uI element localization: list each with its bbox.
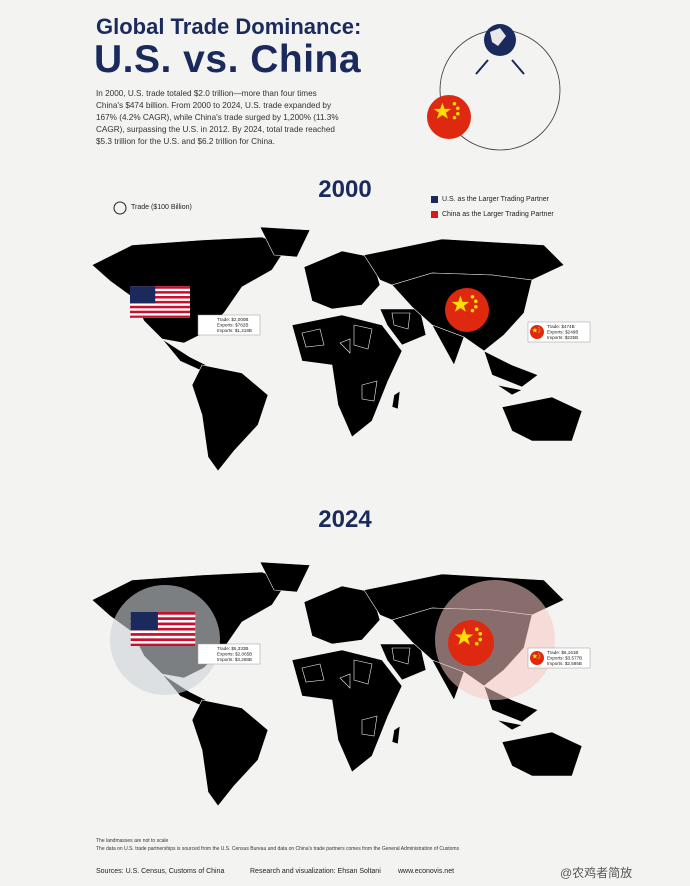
china-bubble [435, 580, 555, 700]
note: The data on U.S. trade partnerships is s… [96, 846, 460, 852]
info-line: Trade: $2,000B [217, 317, 249, 322]
title: Global Trade Dominance: [96, 14, 362, 39]
info-line: Exports: $249B [547, 329, 578, 334]
info-line: Imports: $2,585B [547, 661, 582, 666]
flag-icon [530, 325, 544, 339]
year: 2000 [318, 176, 372, 203]
info-line: Trade: $474B [547, 324, 575, 329]
info-line: Imports: $3,268B [217, 657, 252, 662]
footer-credit: Research and visualization: Ehsan Soltan… [250, 868, 381, 875]
legend-label: U.S. as the Larger Trading Partner [442, 196, 549, 203]
intro: In 2000, U.S. trade totaled $2.0 trillio… [96, 89, 339, 146]
map-2000 [91, 226, 583, 472]
footer-site: www.econovis.net [398, 868, 455, 875]
info-box-bg [527, 647, 591, 669]
info-line: Exports: $3,577B [547, 655, 582, 660]
trade-diagram [427, 24, 571, 151]
legend-label: Trade ($100 Billion) [131, 204, 192, 211]
watermark: @农鸡者简放 [560, 866, 633, 880]
legend-swatch [431, 211, 438, 218]
info-box-bg [197, 643, 261, 665]
info-line: Exports: $2,065B [217, 651, 252, 656]
info-box-bg [197, 314, 261, 336]
info-line: Imports: $1,218B [217, 328, 252, 333]
title: U.S. vs. China [94, 38, 362, 81]
info-line: Imports: $225B [547, 335, 578, 340]
footer-sources: Sources: U.S. Census, Customs of China [96, 868, 225, 875]
bubble-legend [113, 201, 127, 215]
info-line: Exports: $782B [217, 322, 248, 327]
legend-swatch [431, 196, 438, 203]
legend-label: China as the Larger Trading Partner [442, 211, 554, 218]
info-line: Trade: $5,333B [217, 646, 249, 651]
note: The landmasses are not to scale [96, 838, 169, 844]
info-box-bg [527, 321, 591, 343]
info-line: Trade: $6,161B [547, 650, 579, 655]
year: 2024 [318, 506, 372, 533]
flag-icon [530, 651, 544, 665]
